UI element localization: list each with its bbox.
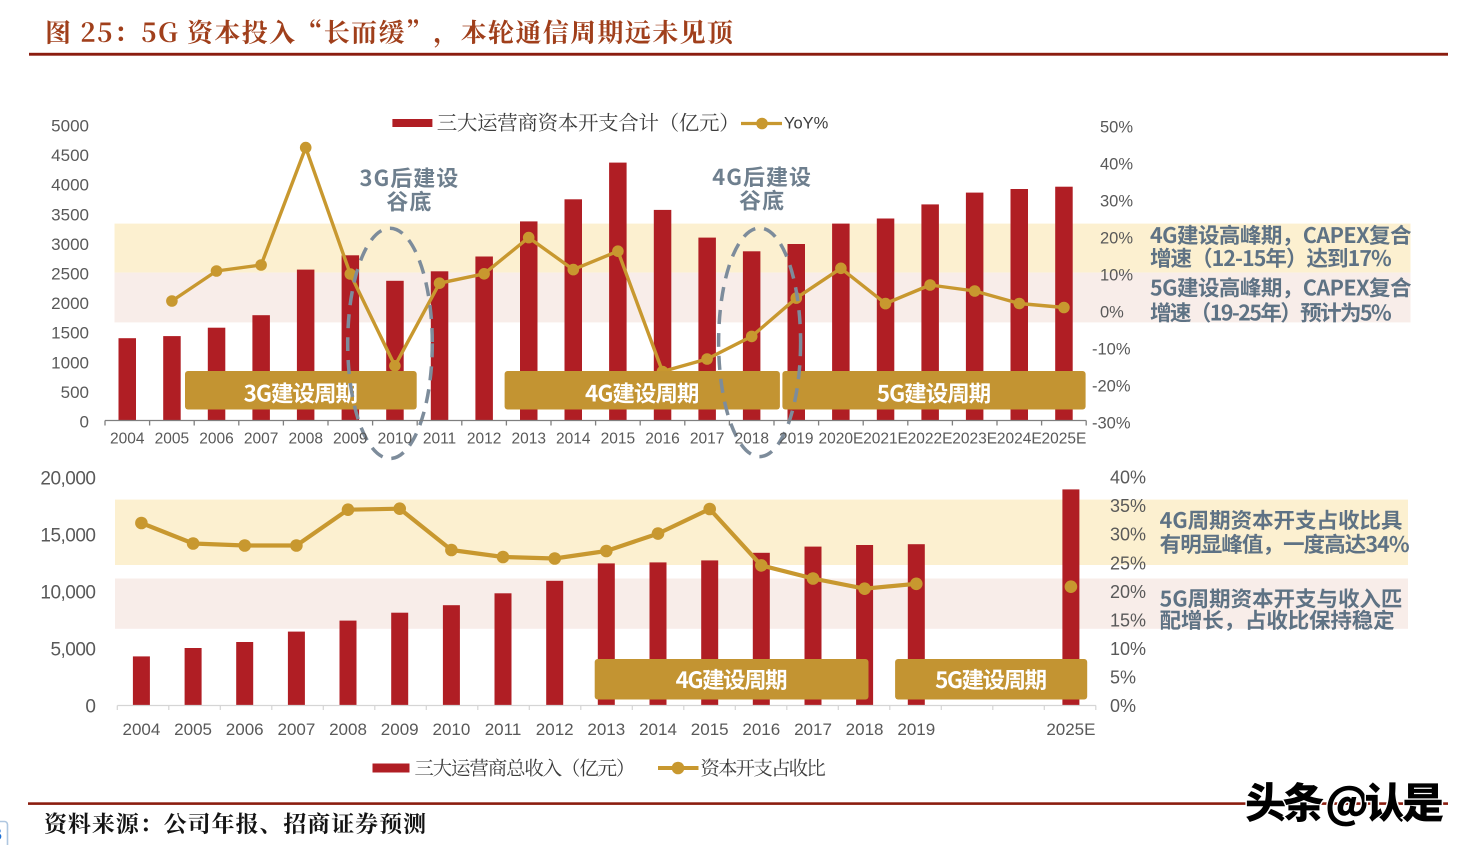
svg-text:0%: 0% [1110,696,1136,716]
svg-text:20%: 20% [1110,582,1146,602]
svg-text:35%: 35% [1110,496,1146,516]
svg-text:2009: 2009 [333,431,367,448]
svg-text:2013: 2013 [511,431,545,448]
svg-text:2010: 2010 [432,720,470,739]
svg-text:3500: 3500 [51,205,89,224]
svg-text:2017: 2017 [690,431,724,448]
svg-text:2022E: 2022E [908,431,953,448]
svg-text:2011: 2011 [485,720,522,739]
svg-text:0: 0 [80,413,89,432]
svg-text:2500: 2500 [51,265,89,284]
svg-text:5%: 5% [1110,668,1136,688]
svg-text:2006: 2006 [226,720,264,739]
svg-text:2007: 2007 [277,720,315,739]
svg-text:2005: 2005 [155,431,189,448]
svg-text:2016: 2016 [645,431,679,448]
svg-text:2011: 2011 [423,431,456,448]
svg-text:2008: 2008 [329,720,367,739]
svg-text:-10%: -10% [1092,341,1131,359]
svg-text:15%: 15% [1110,610,1146,630]
svg-text:2013: 2013 [587,720,625,739]
svg-text:2021E: 2021E [863,431,908,448]
svg-text:40%: 40% [1110,468,1146,488]
svg-text:1000: 1000 [51,353,89,372]
svg-text:2020E: 2020E [818,431,863,448]
svg-text:20,000: 20,000 [40,469,95,490]
svg-text:2016: 2016 [742,720,780,739]
svg-text:2025E: 2025E [1046,720,1095,739]
svg-text:5,000: 5,000 [50,640,95,661]
svg-text:2008: 2008 [288,431,322,448]
svg-text:2006: 2006 [199,431,233,448]
svg-text:40%: 40% [1100,156,1133,174]
svg-text:15,000: 15,000 [40,526,95,547]
svg-text:2012: 2012 [536,720,574,739]
svg-text:2023E: 2023E [952,431,997,448]
svg-text:1500: 1500 [51,324,89,343]
svg-text:25%: 25% [1110,553,1146,573]
svg-text:2012: 2012 [467,431,501,448]
svg-text:2018: 2018 [846,720,884,739]
svg-text:4500: 4500 [51,146,89,165]
svg-text:-30%: -30% [1092,415,1131,433]
svg-text:2000: 2000 [51,294,89,313]
svg-text:2019: 2019 [897,720,935,739]
svg-text:3000: 3000 [51,235,89,254]
svg-text:2015: 2015 [691,720,729,739]
svg-text:50%: 50% [1100,119,1133,137]
svg-text:2017: 2017 [794,720,832,739]
svg-text:2025E: 2025E [1041,431,1086,448]
svg-text:2010: 2010 [378,431,413,448]
svg-text:500: 500 [61,383,89,402]
svg-text:2014: 2014 [556,431,591,448]
svg-text:4000: 4000 [51,176,89,195]
svg-text:5000: 5000 [51,117,89,136]
svg-text:-20%: -20% [1092,378,1131,396]
svg-text:2005: 2005 [174,720,212,739]
svg-text:10%: 10% [1100,267,1133,285]
svg-text:0%: 0% [1100,304,1124,322]
svg-text:10,000: 10,000 [40,583,95,604]
svg-text:2018: 2018 [734,431,768,448]
svg-text:0: 0 [85,697,95,718]
svg-text:2004: 2004 [122,720,160,739]
svg-text:B: B [0,824,2,844]
svg-text:2009: 2009 [381,720,419,739]
svg-text:2004: 2004 [110,431,145,448]
svg-text:2007: 2007 [244,431,278,448]
svg-text:30%: 30% [1110,525,1146,545]
svg-text:30%: 30% [1100,193,1133,211]
svg-text:2024E: 2024E [997,431,1042,448]
svg-text:YoY%: YoY% [784,115,829,133]
svg-text:20%: 20% [1100,230,1133,248]
svg-text:10%: 10% [1110,639,1146,659]
svg-text:2019: 2019 [779,431,813,448]
svg-text:2015: 2015 [601,431,635,448]
svg-text:2014: 2014 [639,720,677,739]
